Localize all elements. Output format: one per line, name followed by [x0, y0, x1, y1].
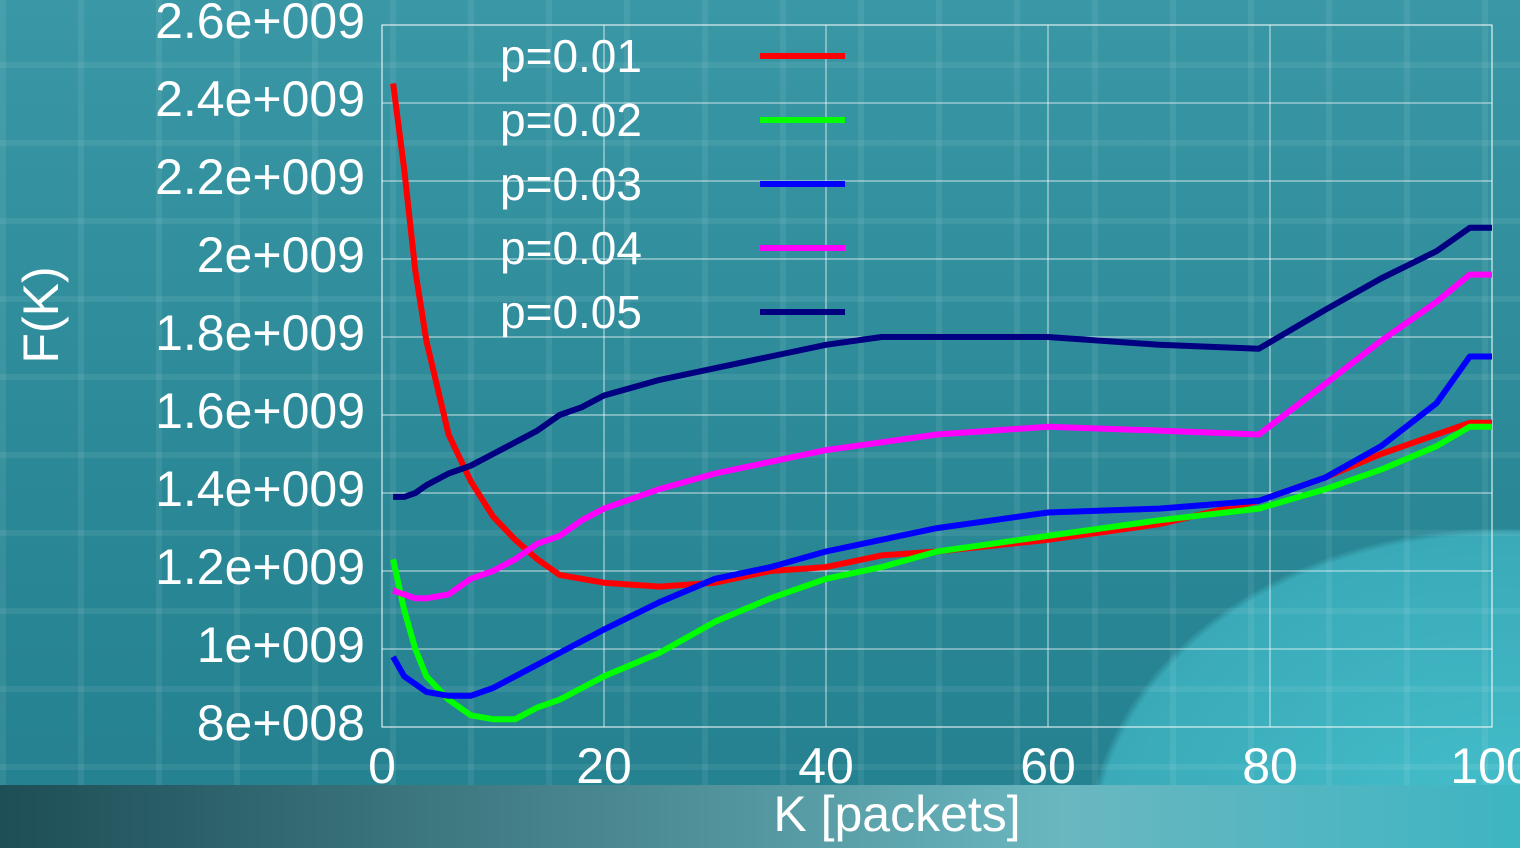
y-tick-label: 1.2e+009: [155, 539, 365, 595]
legend-label: p=0.05: [500, 286, 642, 338]
y-tick-label: 1.6e+009: [155, 383, 365, 439]
y-tick-label: 1.4e+009: [155, 461, 365, 517]
y-tick-label: 2e+009: [197, 227, 365, 283]
y-axis-label: F(K): [13, 266, 69, 363]
y-tick-label: 2.4e+009: [155, 71, 365, 127]
y-tick-label: 8e+008: [197, 695, 365, 751]
legend-label: p=0.04: [500, 222, 642, 274]
x-tick-label: 80: [1242, 738, 1298, 794]
y-tick-label: 2.2e+009: [155, 149, 365, 205]
x-tick-label: 40: [798, 738, 854, 794]
x-axis-label: K [packets]: [773, 786, 1020, 842]
y-tick-label: 1.8e+009: [155, 305, 365, 361]
legend-label: p=0.01: [500, 30, 642, 82]
y-tick-label: 2.6e+009: [155, 0, 365, 49]
x-tick-label: 20: [576, 738, 632, 794]
x-tick-label: 100: [1450, 738, 1520, 794]
series-line: [393, 357, 1492, 696]
chart: K [packets] F(K) 8e+008 1e+009 1.2e+009 1.4…: [0, 0, 1520, 848]
x-tick-label: 60: [1020, 738, 1076, 794]
legend-label: p=0.03: [500, 158, 642, 210]
slide: K [packets] F(K) 8e+008 1e+009 1.2e+009 1.4…: [0, 0, 1520, 848]
legend-label: p=0.02: [500, 94, 642, 146]
x-tick-label: 0: [368, 738, 396, 794]
y-tick-label: 1e+009: [197, 617, 365, 673]
